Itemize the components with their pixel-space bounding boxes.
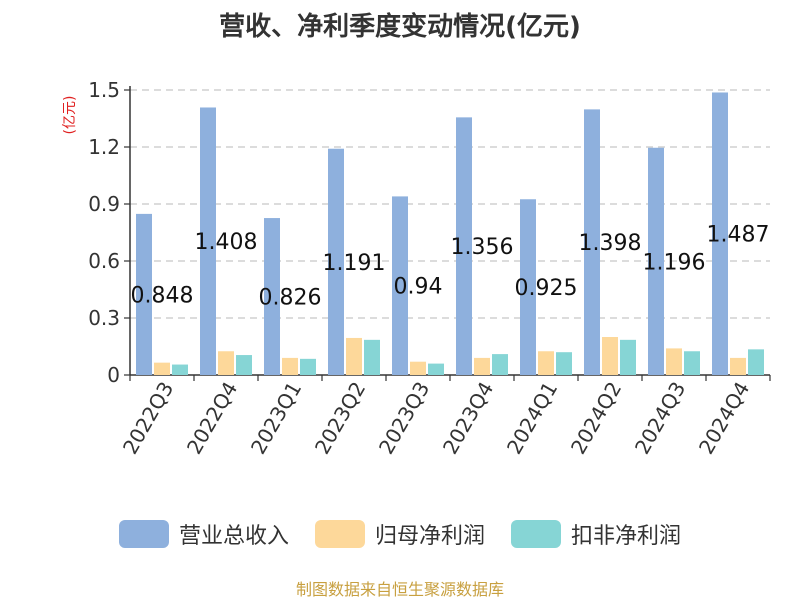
bar-net-profit <box>474 357 490 375</box>
y-tick-label: 1.5 <box>88 78 120 102</box>
legend-label-deducted-profit: 扣非净利润 <box>571 524 682 549</box>
data-label: 0.94 <box>394 275 443 300</box>
data-label: 1.408 <box>195 230 258 255</box>
legend-item-net-profit[interactable]: 归母净利润 <box>314 518 485 550</box>
legend-label-revenue: 营业总收入 <box>178 524 289 549</box>
data-label: 1.196 <box>643 250 706 275</box>
bar-deducted-profit <box>748 349 764 375</box>
bar-deducted-profit <box>620 339 636 375</box>
bar-net-profit <box>410 361 426 375</box>
x-tick-label: 2024Q1 <box>502 378 562 459</box>
legend-item-revenue[interactable]: 营业总收入 <box>118 518 289 550</box>
bar-revenue <box>520 199 536 375</box>
data-label: 1.398 <box>579 231 642 256</box>
bar-deducted-profit <box>428 363 444 375</box>
bar-net-profit <box>666 348 682 375</box>
bar-deducted-profit <box>556 352 572 375</box>
data-label: 0.848 <box>131 283 194 308</box>
bar-revenue <box>392 196 408 375</box>
y-tick-label: 0.6 <box>88 249 120 273</box>
data-label: 1.487 <box>707 223 770 248</box>
bar-revenue <box>456 117 472 376</box>
bar-revenue <box>136 213 152 375</box>
legend: 营业总收入 归母净利润 扣非净利润 <box>0 518 800 550</box>
bar-net-profit <box>538 351 554 375</box>
data-label: 1.191 <box>323 251 386 276</box>
data-label: 0.826 <box>259 286 322 311</box>
bar-revenue <box>328 148 344 375</box>
bar-net-profit <box>602 337 618 375</box>
bar-net-profit <box>282 357 298 375</box>
bar-revenue <box>200 107 216 375</box>
chart-title: 营收、净利季度变动情况(亿元) <box>219 12 581 42</box>
bar-deducted-profit <box>300 358 316 375</box>
bar-revenue <box>712 92 728 375</box>
y-axis-label: (亿元) <box>62 96 78 135</box>
bar-deducted-profit <box>172 364 188 375</box>
bar-net-profit <box>346 337 362 375</box>
x-tick-label: 2023Q1 <box>246 378 306 459</box>
x-tick-label: 2024Q4 <box>694 378 754 459</box>
y-tick-label: 0.9 <box>88 192 120 216</box>
y-tick-label: 1.2 <box>88 135 120 159</box>
x-tick-label: 2023Q3 <box>374 378 434 459</box>
x-tick-label: 2022Q3 <box>118 378 178 459</box>
data-label: 0.925 <box>515 276 578 301</box>
bar-revenue <box>648 147 664 375</box>
x-tick-label: 2024Q2 <box>566 378 626 459</box>
bar-revenue <box>264 218 280 375</box>
bar-net-profit <box>218 351 234 375</box>
bar-deducted-profit <box>236 355 252 375</box>
x-tick-label: 2022Q4 <box>182 378 242 459</box>
y-tick-label: 0.3 <box>88 306 120 330</box>
bar-net-profit <box>154 362 170 375</box>
data-label: 1.356 <box>451 235 514 260</box>
legend-swatch-revenue <box>118 520 169 548</box>
legend-label-net-profit: 归母净利润 <box>374 524 485 549</box>
source-note: 制图数据来自恒生聚源数据库 <box>295 580 504 599</box>
x-tick-label: 2024Q3 <box>630 378 690 459</box>
bar-deducted-profit <box>364 339 380 375</box>
bar-revenue <box>584 109 600 375</box>
bar-deducted-profit <box>684 351 700 375</box>
x-tick-label: 2023Q2 <box>310 378 370 459</box>
bar-deducted-profit <box>492 354 508 375</box>
x-tick-label: 2023Q4 <box>438 378 498 459</box>
legend-item-deducted-profit[interactable]: 扣非净利润 <box>511 518 681 550</box>
legend-swatch-net-profit <box>314 520 365 548</box>
bar-net-profit <box>730 357 746 375</box>
y-tick-label: 0 <box>107 363 120 387</box>
legend-swatch-deducted-profit <box>511 520 561 548</box>
